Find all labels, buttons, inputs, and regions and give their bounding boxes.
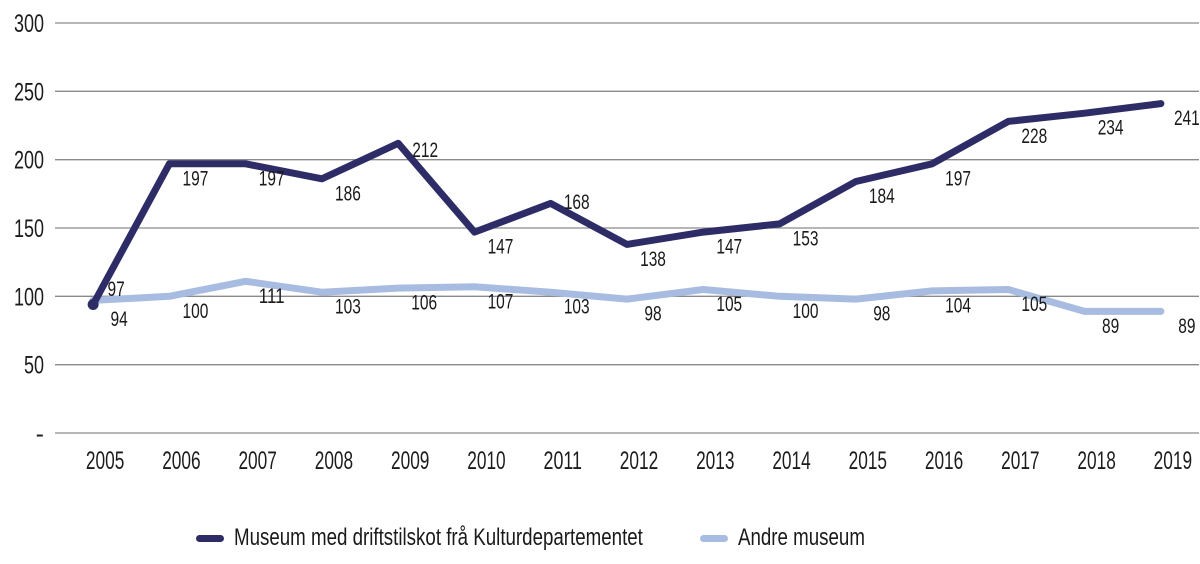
data-label-s0-2018: 234 (1098, 117, 1124, 140)
data-label-s1-2010: 107 (488, 290, 514, 313)
data-label-s0-2010: 147 (488, 236, 514, 259)
x-tick-label-2006: 2006 (162, 447, 200, 475)
y-tick-label-0: - (36, 420, 44, 448)
data-label-s1-2019: 89 (1178, 315, 1195, 338)
legend-label-museum-kud: Museum med driftstilskot frå Kulturdepar… (234, 524, 643, 551)
x-tick-label-2011: 2011 (544, 447, 582, 475)
data-label-s1-2011: 103 (564, 296, 590, 319)
data-label-s0-2013: 147 (716, 236, 742, 259)
x-tick-label-2005: 2005 (86, 447, 124, 475)
x-tick-label-2013: 2013 (696, 447, 734, 475)
x-tick-label-2010: 2010 (467, 447, 505, 475)
x-tick-label-2014: 2014 (772, 447, 810, 475)
x-tick-label-2012: 2012 (620, 447, 658, 475)
y-tick-label-300: 300 (14, 10, 44, 38)
data-label-s0-2016: 197 (945, 167, 971, 190)
legend-swatch-dark-line (196, 534, 224, 542)
y-tick-label-200: 200 (14, 147, 44, 175)
data-label-s1-2013: 105 (716, 293, 742, 316)
data-label-s0-2019: 241 (1174, 107, 1200, 130)
x-tick-label-2008: 2008 (315, 447, 353, 475)
x-tick-label-2016: 2016 (925, 447, 963, 475)
data-label-s0-2006: 197 (183, 167, 209, 190)
y-tick-label-150: 150 (14, 215, 44, 243)
data-label-s0-2014: 153 (793, 227, 819, 250)
x-tick-label-2019: 2019 (1154, 447, 1192, 475)
series-line-0 (89, 100, 1165, 308)
chart-legend: Museum med driftstilskot frå Kulturdepar… (0, 524, 1200, 554)
series-line-1 (89, 277, 1165, 315)
data-label-s0-2007: 197 (259, 167, 285, 190)
data-label-s0-2008: 186 (335, 182, 361, 205)
x-tick-label-2018: 2018 (1077, 447, 1115, 475)
data-label-s1-2016: 104 (945, 294, 971, 317)
data-label-s1-2015: 98 (873, 303, 890, 326)
legend-label-andre-museum: Andre museum (738, 524, 865, 551)
y-tick-label-100: 100 (14, 283, 44, 311)
data-label-s1-2018: 89 (1102, 315, 1119, 338)
y-tick-label-50: 50 (24, 352, 44, 380)
line-chart: 300 250 200 150 100 50 - 2005 2006 2007 2008 2009 20… (14, 10, 1200, 475)
data-label-s1-2007: 111 (259, 285, 285, 308)
data-label-s0-2005: 94 (111, 308, 128, 331)
data-label-s1-2012: 98 (644, 303, 661, 326)
data-label-s1-2008: 103 (335, 296, 361, 319)
data-label-s0-2011: 168 (564, 191, 590, 214)
x-tick-label-2007: 2007 (238, 447, 276, 475)
data-label-s0-2017: 228 (1021, 125, 1047, 148)
legend-swatch-light-line (700, 534, 728, 542)
data-label-s1-2005: 97 (108, 278, 125, 301)
x-tick-label-2017: 2017 (1001, 447, 1039, 475)
series-0-first-point-marker (87, 299, 99, 311)
y-tick-label-250: 250 (14, 78, 44, 106)
data-label-s1-2006: 100 (183, 300, 209, 323)
data-label-s0-2012: 138 (640, 248, 666, 271)
legend-item-andre-museum: Andre museum (700, 524, 901, 552)
x-tick-label-2015: 2015 (849, 447, 887, 475)
data-label-s1-2009: 106 (411, 292, 437, 315)
data-label-s0-2015: 184 (869, 185, 895, 208)
data-label-s1-2017: 105 (1021, 293, 1047, 316)
data-label-s0-2009: 212 (412, 139, 438, 162)
data-label-s1-2014: 100 (793, 300, 819, 323)
legend-item-museum-kud: Museum med driftstilskot frå Kulturdepar… (196, 524, 758, 552)
x-tick-label-2009: 2009 (391, 447, 429, 475)
